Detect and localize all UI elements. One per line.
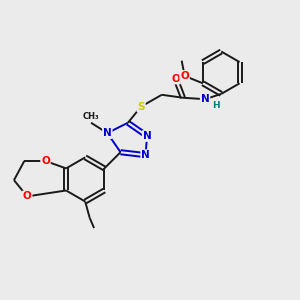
Text: N: N bbox=[143, 131, 152, 141]
Text: O: O bbox=[180, 71, 189, 81]
Text: O: O bbox=[23, 191, 32, 201]
Text: S: S bbox=[137, 102, 145, 112]
Text: CH₃: CH₃ bbox=[83, 112, 99, 121]
Text: O: O bbox=[171, 74, 180, 84]
Text: N: N bbox=[141, 150, 150, 160]
Text: N: N bbox=[103, 128, 112, 138]
Text: H: H bbox=[212, 101, 220, 110]
Text: O: O bbox=[41, 156, 50, 166]
Text: N: N bbox=[201, 94, 209, 103]
